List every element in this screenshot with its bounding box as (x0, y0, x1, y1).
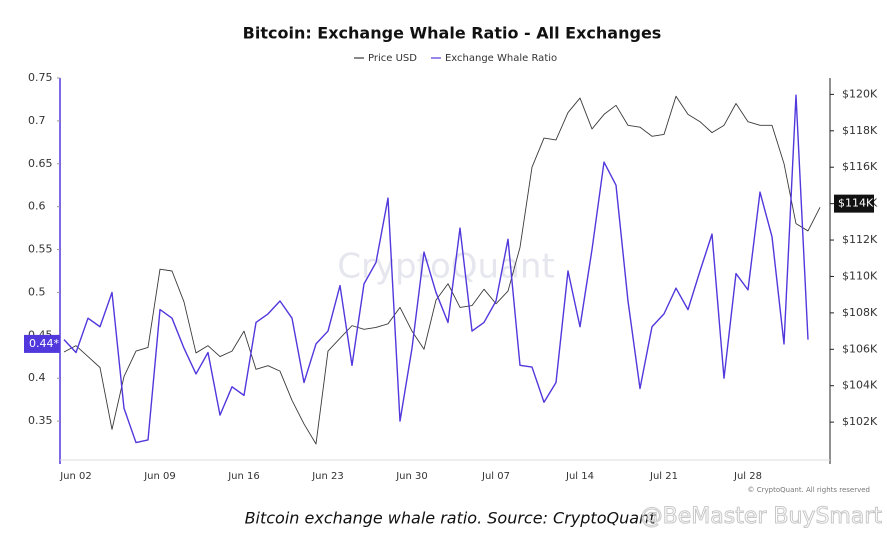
chart-title: Bitcoin: Exchange Whale Ratio - All Exch… (243, 24, 662, 43)
x-tick-label: Jul 07 (481, 471, 510, 482)
x-tick-label: Jun 02 (59, 471, 92, 482)
y-tick-label: 0.55 (28, 243, 53, 256)
y2-tick-label: $110K (842, 269, 878, 282)
y-tick-label: 0.65 (28, 157, 53, 170)
y-tick-label: 0.5 (28, 285, 46, 298)
x-tick-label: Jul 14 (565, 471, 594, 482)
line-series (63, 95, 821, 445)
current-value-tag (24, 334, 60, 353)
legend-label: Exchange Whale Ratio (445, 53, 557, 64)
line-series (63, 94, 809, 444)
y-tick-label: 0.4 (28, 371, 46, 384)
watermark: CryptoQuant (337, 247, 555, 287)
y2-tick-label: $104K (842, 379, 878, 392)
overlay-watermark: @BeMaster BuySmart (641, 504, 883, 529)
x-tick-label: Jul 21 (649, 471, 678, 482)
legend-label: Price USD (368, 53, 417, 64)
current-value-label: 0.44* (29, 337, 59, 350)
y2-tick-label: $102K (842, 415, 878, 428)
copyright: © CryptoQuant. All rights reserved (748, 486, 870, 494)
y-tick-label: 0.75 (28, 71, 53, 84)
x-tick-label: Jun 23 (311, 471, 344, 482)
x-tick-label: Jun 30 (395, 471, 428, 482)
x-tick-label: Jun 16 (227, 471, 260, 482)
y2-tick-label: $120K (842, 87, 878, 100)
y-tick-label: 0.7 (28, 114, 46, 127)
y2-tick-label: $106K (842, 342, 878, 355)
y-tick-label: 0.6 (28, 200, 46, 213)
x-tick-label: Jun 09 (143, 471, 176, 482)
y2-tick-label: $108K (842, 306, 878, 319)
y2-tick-label: $118K (842, 124, 878, 137)
caption: Bitcoin exchange whale ratio. Source: Cr… (245, 509, 657, 528)
y2-tick-label: $112K (842, 233, 878, 246)
current-value-label: $114K (838, 197, 874, 210)
current-value-tag (834, 194, 874, 213)
y-tick-label: 0.35 (28, 414, 53, 427)
y2-tick-label: $116K (842, 160, 878, 173)
x-tick-label: Jul 28 (733, 471, 762, 482)
